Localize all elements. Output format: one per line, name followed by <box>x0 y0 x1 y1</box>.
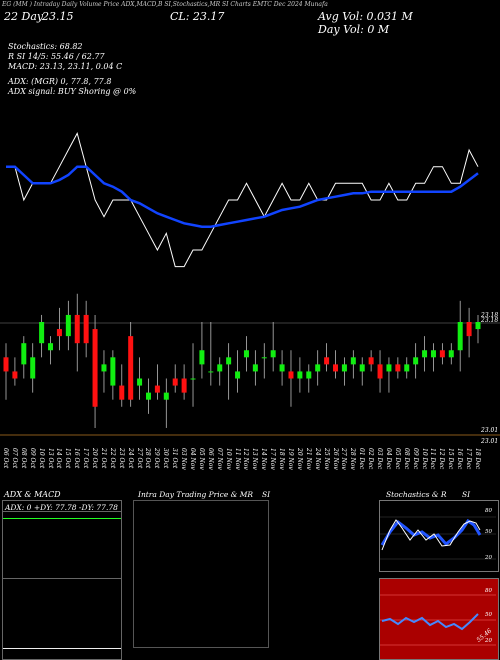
candle-body <box>368 357 374 365</box>
stoch-k-line <box>380 518 482 547</box>
rsi-tick-80: 80 <box>485 588 492 594</box>
candle-body <box>395 364 401 372</box>
candle-body <box>422 350 428 358</box>
day-vol-label: Day Vol: 0 M <box>318 23 390 36</box>
adx-macd-title: ADX & MACD <box>4 490 61 499</box>
candle-body <box>413 357 419 365</box>
candle-body <box>404 364 410 372</box>
stoch-tick-50: 50 <box>485 529 492 535</box>
candle-body <box>208 371 214 373</box>
candle-body <box>21 343 27 365</box>
candle-body <box>92 329 98 407</box>
intraday-panel <box>133 500 269 648</box>
price-label-bottom: 23.01 <box>481 427 499 434</box>
stoch-tick-80: 80 <box>485 508 492 514</box>
candle-body <box>315 364 321 372</box>
candle-body <box>430 350 436 358</box>
candle-body <box>56 329 62 337</box>
candle-body <box>172 378 178 386</box>
candle-body <box>333 364 339 372</box>
main-price-chart <box>0 132 500 436</box>
candle-body <box>359 364 365 372</box>
candle-body <box>48 343 54 351</box>
rsi-tick-50: 50 <box>485 612 492 618</box>
adx-readout-bar <box>3 501 121 512</box>
price-label-top: 23.18 <box>481 312 499 319</box>
candle-body <box>466 322 472 337</box>
candle-body <box>154 385 160 393</box>
candle-body <box>39 322 45 344</box>
candle-body <box>128 336 134 400</box>
candle-body <box>235 371 241 379</box>
candle-body <box>279 364 285 372</box>
macd-readout: MACD: 23.13, 23.11, 0.04 C <box>8 62 123 71</box>
stochastics-title: Stochastics & R <box>386 490 447 499</box>
candle-body <box>306 371 312 379</box>
candle-body <box>439 350 445 358</box>
candle-body <box>217 364 223 372</box>
candle-body <box>475 322 481 330</box>
candle-body <box>83 314 89 344</box>
day-label: 22 Day <box>4 10 44 23</box>
adx-panel: ADX: 0 +DY: 77.78 -DY: 77.78 <box>2 500 122 660</box>
adx-divider <box>3 578 121 579</box>
candle-body <box>270 350 276 358</box>
intraday-si-label: SI <box>262 490 271 499</box>
intraday-title: Intra Day Trading Price & MR <box>138 490 254 499</box>
price-label-top-2: 23.18 <box>481 317 499 324</box>
ema-line <box>6 165 479 228</box>
candle-body <box>386 364 392 372</box>
adx-signal-readout: ADX signal: BUY Shoring @ 0% <box>8 87 137 96</box>
candle-body <box>119 385 125 400</box>
candle-body <box>252 364 258 372</box>
candle-body <box>65 314 71 337</box>
candle-body <box>448 350 454 358</box>
candle-body <box>181 378 187 393</box>
candle-body <box>226 357 232 365</box>
candle-body <box>243 350 249 358</box>
candle-body <box>163 392 169 400</box>
day-value: 23.15 <box>42 10 74 23</box>
adx-panel-readout: ADX: 0 +DY: 77.78 -DY: 77.78 <box>5 503 118 512</box>
header-top-strip: EG (MM ) Intraday Daily Volume Price ADX… <box>2 1 328 8</box>
stochastics-readout: Stochastics: 68.82 <box>8 42 83 51</box>
candle-body <box>137 378 143 386</box>
rsi-line <box>381 613 479 631</box>
candle-body <box>261 357 267 359</box>
candle-body <box>377 364 383 379</box>
candle-body <box>457 322 463 351</box>
price-label-bottom-2: 23.01 <box>481 438 499 445</box>
close-line <box>6 132 479 268</box>
rsi-readout: R SI 14/5: 55.46 / 62.77 <box>8 52 105 61</box>
candle-body <box>145 392 151 400</box>
stoch-d-line <box>381 519 481 551</box>
avg-vol-label: Avg Vol: 0.031 M <box>318 10 413 23</box>
candle-body <box>341 364 347 372</box>
candle-body <box>199 350 205 365</box>
candle-body <box>74 314 80 344</box>
candle-body <box>288 371 294 379</box>
candle-body <box>30 357 36 379</box>
candle-body <box>324 357 330 365</box>
adx-line <box>3 518 121 519</box>
candle-body <box>3 357 9 372</box>
adx-readout: ADX: (MGR) 0, 77.8, 77.8 <box>8 77 112 86</box>
rsi-tick-20: 20 <box>485 638 492 644</box>
close-label: CL: 23.17 <box>170 10 225 23</box>
candle-body <box>350 357 356 365</box>
rsi-panel <box>379 578 499 660</box>
stoch-tick-20: 20 <box>485 555 492 561</box>
candle-body <box>110 357 116 386</box>
candle-body <box>101 364 107 372</box>
macd-line <box>3 648 121 649</box>
candle-body <box>190 378 196 380</box>
candle-body <box>12 371 18 379</box>
candle-body <box>297 371 303 379</box>
stochastics-si-label: SI <box>462 490 471 499</box>
